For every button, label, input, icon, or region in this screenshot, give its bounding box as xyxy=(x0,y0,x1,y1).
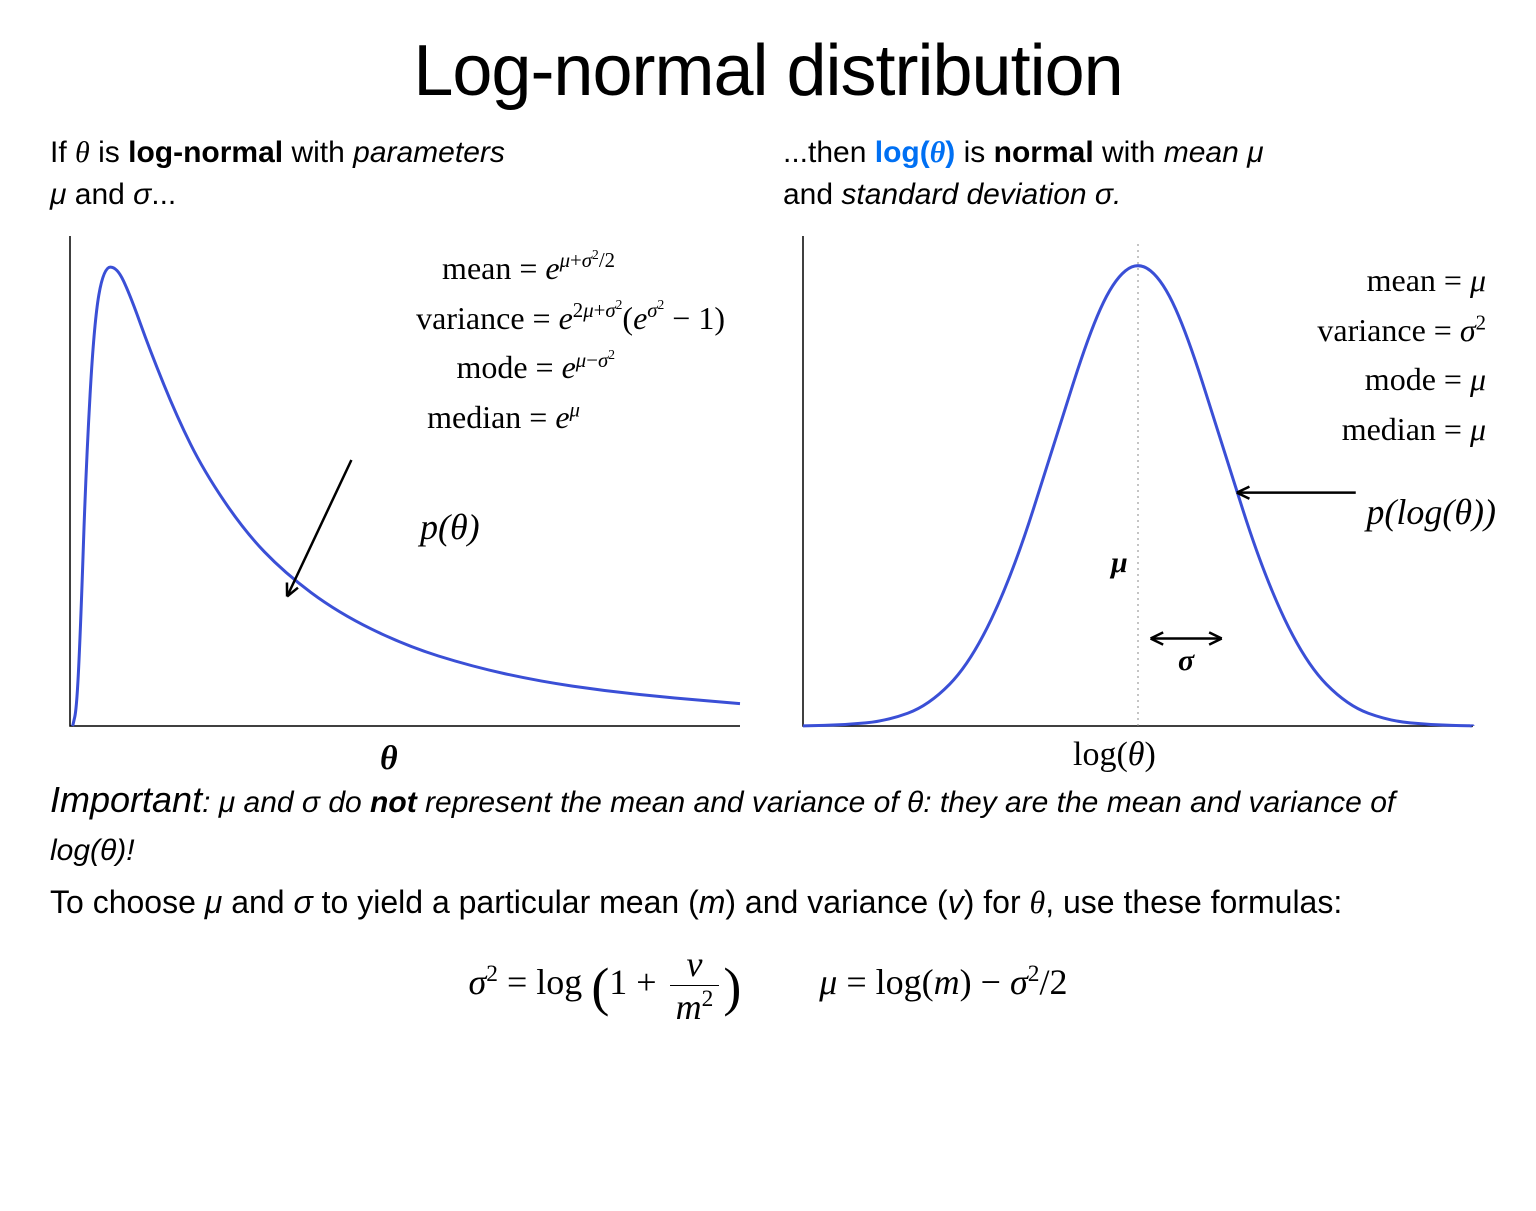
text: with xyxy=(1094,136,1164,169)
choose-line: To choose μ and σ to yield a particular … xyxy=(50,879,1486,925)
right-panel: ...then log(θ) is normal with mean μ and… xyxy=(783,132,1486,766)
log-text: log( xyxy=(875,136,930,169)
page-title: Log-normal distribution xyxy=(50,30,1486,112)
left-axis-label: θ xyxy=(380,740,398,778)
p-theta-label: p(θ) xyxy=(420,506,480,548)
mu-formula: μ = log(m) − σ2/2 xyxy=(819,962,1067,1002)
formula-median: median = eμ xyxy=(185,393,580,443)
sigma-formula: σ2 = log (1 + vm2) xyxy=(469,962,751,1002)
right-formulas: mean = μ variance = σ2 mode = μ median =… xyxy=(1206,256,1486,454)
right-chart-wrap: mean = μ variance = σ2 mode = μ median =… xyxy=(783,226,1486,766)
right-caption: ...then log(θ) is normal with mean μ and… xyxy=(783,132,1486,220)
bottom-formulas: σ2 = log (1 + vm2) μ = log(m) − σ2/2 xyxy=(50,943,1486,1028)
left-chart-wrap: mean = eμ+σ2/2 variance = e2μ+σ2(eσ2 − 1… xyxy=(50,226,753,766)
formula-mean: mean = eμ+σ2/2 xyxy=(185,244,615,294)
bottom-text: Important: μ and σ do not represent the … xyxy=(50,774,1486,925)
text: If xyxy=(50,136,75,169)
slide: Log-normal distribution If θ is log-norm… xyxy=(0,0,1536,1211)
right-axis-label: log(θ) xyxy=(1073,736,1156,774)
mu-annotation: μ xyxy=(1111,546,1128,580)
formula-mean: mean = μ xyxy=(1206,256,1486,306)
bold-text: normal xyxy=(994,136,1094,169)
left-caption: If θ is log-normal with parameters μ and… xyxy=(50,132,753,220)
close-paren: ) xyxy=(945,136,955,169)
text: is xyxy=(955,136,993,169)
note-text: : μ and σ do xyxy=(202,786,370,819)
left-panel: If θ is log-normal with parameters μ and… xyxy=(50,132,753,766)
mu-symbol: μ xyxy=(50,178,66,211)
theta-symbol: θ xyxy=(930,136,946,169)
not-word: not xyxy=(370,786,417,819)
left-formulas: mean = eμ+σ2/2 variance = e2μ+σ2(eσ2 − 1… xyxy=(185,244,685,442)
sigma-symbol: σ xyxy=(133,178,151,211)
italic-text: mean μ xyxy=(1164,136,1264,169)
important-label: Important xyxy=(50,779,202,820)
formula-mode: mode = eμ−σ2 xyxy=(185,343,615,393)
italic-text: parameters xyxy=(353,136,505,169)
formula-median: median = μ xyxy=(1206,405,1486,455)
formula-mode: mode = μ xyxy=(1206,355,1486,405)
text: ... xyxy=(151,178,176,211)
panels-row: If θ is log-normal with parameters μ and… xyxy=(50,132,1486,766)
text: with xyxy=(283,136,353,169)
formula-variance: variance = σ2 xyxy=(1206,306,1486,356)
bold-text: log-normal xyxy=(128,136,283,169)
formula-variance: variance = e2μ+σ2(eσ2 − 1) xyxy=(185,294,725,344)
text: and xyxy=(66,178,133,211)
italic-text: standard deviation σ. xyxy=(841,178,1121,211)
p-log-theta-label: p(log(θ)) xyxy=(1366,491,1496,533)
theta-symbol: θ xyxy=(75,136,90,169)
text: ...then xyxy=(783,136,875,169)
text: and xyxy=(783,178,841,211)
text: is xyxy=(90,136,128,169)
sigma-annotation: σ xyxy=(1178,644,1194,678)
